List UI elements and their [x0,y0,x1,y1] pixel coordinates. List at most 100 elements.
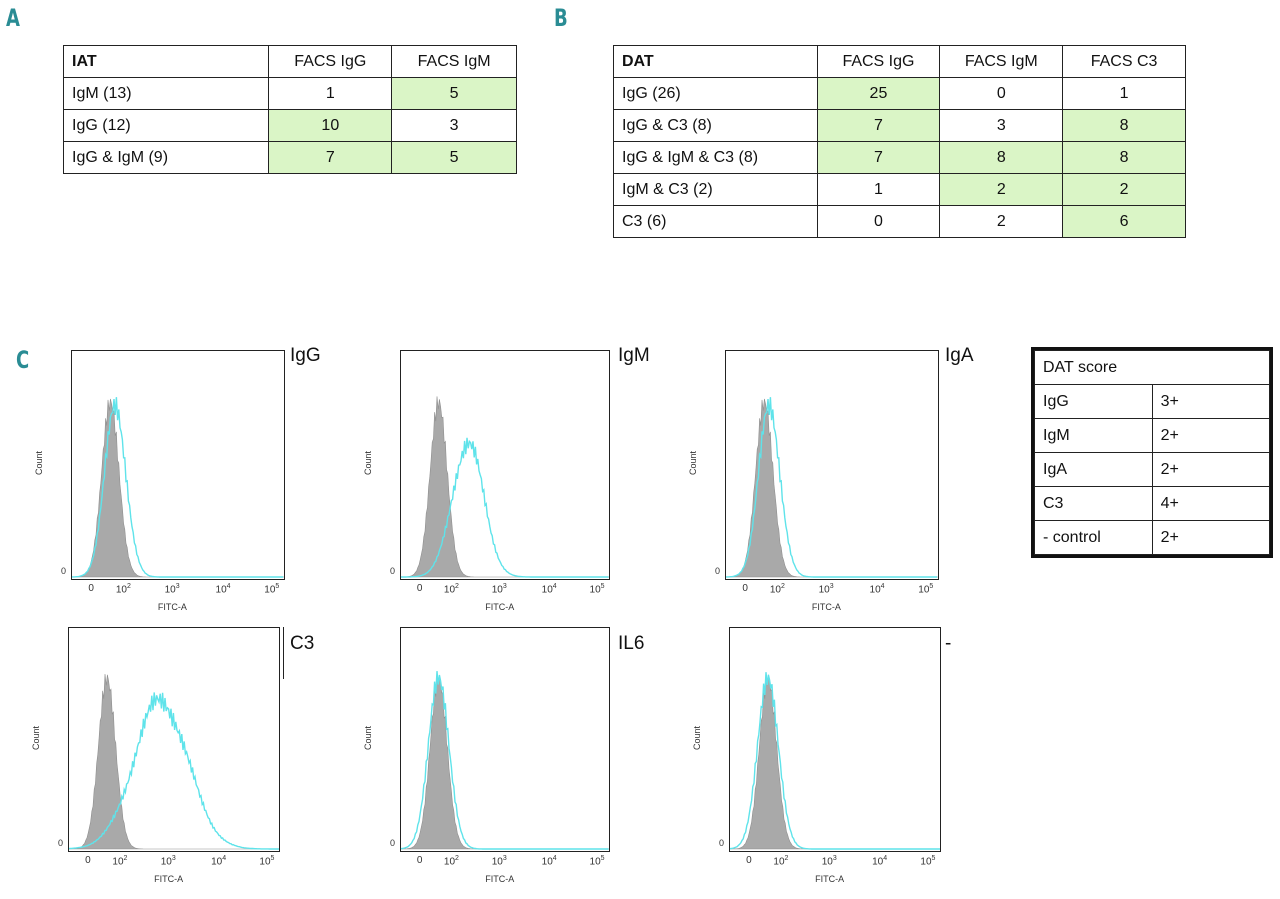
table-row: IgG (12) 10 3 [62,109,517,142]
x-tick-label: 0 [746,855,752,866]
dat-score-table: DAT score IgG 3+ IgM 2+ IgA 2+ C3 4+ - c… [1031,347,1273,558]
table-cell: 5 [391,77,517,110]
histogram-plot [726,397,938,578]
x-tick-label: 0 [85,855,91,866]
header-cell: FACS IgG [816,45,941,78]
y-axis-zero: 0 [719,838,725,848]
x-tick-label: 104 [870,583,885,595]
table-header-row: DAT FACS IgG FACS IgM FACS C3 [613,45,1186,78]
table-cell: 0 [816,205,941,238]
tick-base: 10 [215,584,227,596]
row-label: - control [1034,520,1153,555]
x-axis-label: FITC-A [157,602,187,612]
x-tick-label: 105 [920,855,935,867]
tick-exponent: 3 [502,855,507,862]
x-tick-label: 105 [590,855,605,867]
x-tick-label: 103 [492,855,507,867]
tick-exponent: 5 [275,583,280,590]
table-row: IgM & C3 (2) 1 2 2 [613,173,1186,206]
sample-distribution [72,397,284,578]
table-row: IgG (26) 25 0 1 [613,77,1186,110]
tick-base: 10 [211,856,223,868]
tick-base: 10 [589,584,601,596]
control-distribution [401,672,609,850]
row-label: IgM [1034,418,1153,453]
row-label: IgM (13) [62,77,270,110]
table-cell: 2 [939,205,1064,238]
x-tick-label: 102 [444,855,459,867]
x-tick-label: 104 [872,855,887,867]
tick-base: 10 [589,856,601,868]
tick-base: 10 [818,584,830,596]
table-header-row: DAT score [1034,350,1270,385]
y-axis-label: Count [363,450,373,476]
x-tick-label: 102 [444,583,459,595]
tick-exponent: 2 [455,855,459,862]
panel-label-b: B [554,4,568,32]
tick-base: 10 [541,584,553,596]
x-tick-label: 104 [216,583,231,595]
tick-exponent: 5 [600,855,605,862]
table-row: - control 2+ [1034,520,1271,555]
dat-score-title: DAT score [1034,350,1270,385]
table-row: C3 4+ [1034,486,1271,521]
table-cell: 2 [939,173,1064,206]
table-cell: 5 [391,141,517,174]
table-cell: 8 [1062,109,1186,142]
tick-base: 10 [869,584,881,596]
tick-base: 10 [491,856,503,868]
table-row: IgG & C3 (8) 7 3 8 [613,109,1186,142]
histogram-plot [401,396,609,578]
header-cell: FACS C3 [1062,45,1186,78]
tick-base: 10 [443,856,456,868]
tick-base: 10 [541,856,553,868]
tick-base: 10 [872,856,884,868]
row-label: C3 (6) [613,205,818,238]
tick-base: 10 [491,584,503,596]
control-distribution [69,673,279,850]
x-tick-label: 102 [773,855,788,867]
tick-exponent: 5 [600,583,605,590]
tick-exponent: 5 [270,855,275,862]
table-cell: 1 [816,173,941,206]
table-cell: 10 [268,109,393,142]
histogram-title: C3 [290,633,315,654]
x-tick-label: 104 [542,855,557,867]
row-label: IgG & IgM (9) [62,141,270,174]
y-axis-zero: 0 [390,838,396,848]
score-cell: 2+ [1151,418,1271,453]
table-row: IgG & IgM & C3 (8) 7 8 8 [613,141,1186,174]
x-tick-label: 102 [112,855,127,867]
x-axis-label: FITC-A [154,874,184,884]
x-tick-label: 105 [918,583,933,595]
tick-exponent: 4 [222,855,227,862]
tick-exponent: 2 [781,583,785,590]
y-axis-label: Count [34,450,44,476]
header-cell: FACS IgG [268,45,393,78]
tick-exponent: 2 [455,583,459,590]
header-cell: FACS IgM [939,45,1064,78]
tick-exponent: 2 [127,583,131,590]
tick-exponent: 3 [502,583,507,590]
y-axis-label: Count [31,725,41,750]
tick-exponent: 3 [171,855,176,862]
x-tick-label: 105 [264,583,279,595]
panel-label-c: C [16,346,30,374]
row-label: IgG (12) [62,109,270,142]
x-tick-label: 104 [211,855,226,867]
table-row: IgG & IgM (9) 7 5 [62,141,517,174]
tick-base: 10 [259,856,271,868]
tick-base: 10 [920,856,932,868]
tick-base: 10 [112,856,124,868]
tick-base: 10 [443,584,456,596]
table-header-row: IAT FACS IgG FACS IgM [62,45,517,78]
control-distribution [730,673,940,850]
histogram-plot [72,397,284,578]
tick-base: 10 [160,856,172,868]
dat-table: DAT FACS IgG FACS IgM FACS C3 IgG (26) 2… [613,45,1186,238]
iat-table: IAT FACS IgG FACS IgM IgM (13) 1 5 IgG (… [62,45,517,174]
tick-base: 10 [164,584,176,596]
y-axis-label: Count [688,450,698,476]
control-distribution [726,398,938,578]
sample-distribution [729,672,940,850]
